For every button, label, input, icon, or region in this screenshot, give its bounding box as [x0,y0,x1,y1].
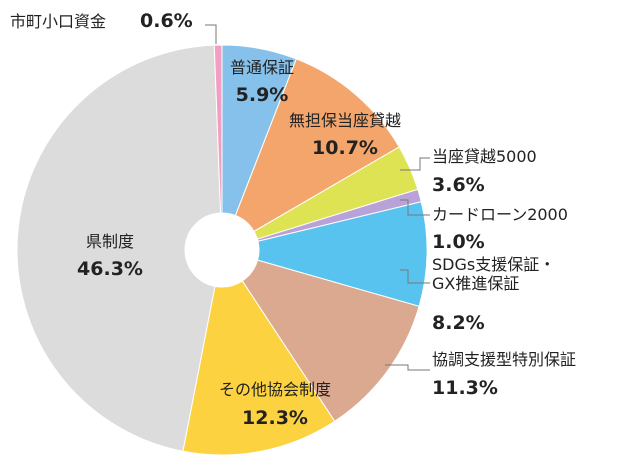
slice [16,44,222,452]
leader-line [400,269,430,284]
slice [241,259,420,422]
value-label: 12.3% [242,407,308,429]
slice-label: 無担保当座貸越 [288,111,402,130]
slice-label: 当座貸越5000 [432,147,537,166]
slice-label: 県制度 [85,232,135,251]
slice-label: 市町小口資金 [10,12,107,31]
slice [182,280,336,456]
slice-label: SDGs支援保証・ GX推進保証 [432,255,556,293]
leader-line [400,157,430,171]
slice-label: 普通保証 [229,58,295,77]
leader-line [385,364,430,371]
value-label: 8.2% [432,312,485,334]
slice [234,58,400,233]
slice-label: カードローン2000 [432,205,568,224]
slice-label: その他協会制度 [218,380,332,399]
slice [213,44,223,214]
slice [256,201,428,307]
value-label: 0.6% [140,10,193,32]
value-label: 5.9% [235,84,289,106]
value-label: 1.0% [432,231,485,253]
leader-line [205,24,217,44]
leader-line [400,199,430,216]
value-label: 3.6% [432,174,485,196]
value-label: 10.7% [312,137,378,159]
slice-label: 協調支援型特別保証 [432,350,577,369]
value-label: 11.3% [432,377,498,399]
value-label: 46.3% [77,258,143,280]
